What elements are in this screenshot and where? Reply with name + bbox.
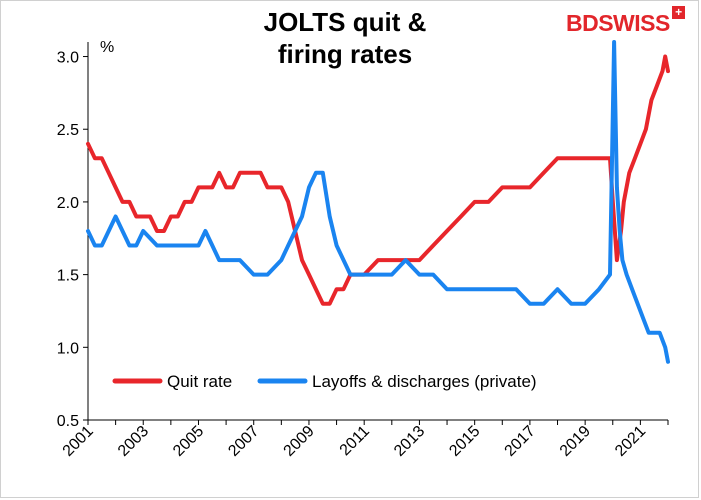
chart-title-line-2: firing rates xyxy=(277,39,413,69)
y-tick-label: 1.0 xyxy=(57,340,79,357)
y-tick-label: 2.5 xyxy=(57,122,79,139)
brand-plus-icon: + xyxy=(671,6,685,19)
series-layer xyxy=(86,40,670,364)
x-tick-label: 2003 xyxy=(115,423,152,460)
x-tick-label: 2013 xyxy=(391,423,428,460)
x-tick-label: 2011 xyxy=(337,423,373,459)
x-tick-label: 2019 xyxy=(557,423,594,460)
chart-title-line-1: JOLTS quit & xyxy=(263,7,427,37)
legend: Quit rate Layoffs & discharges (private) xyxy=(112,372,537,391)
y-tick-label: 0.5 xyxy=(57,413,79,430)
legend-label: Quit rate xyxy=(167,372,232,391)
legend-label: Layoffs & discharges (private) xyxy=(312,372,537,391)
x-tick-label: 2021 xyxy=(612,423,649,460)
x-tick-label: 2009 xyxy=(281,423,318,460)
axes: 0.51.01.52.02.53.0%2001 2003 2005 2007 2009 2… xyxy=(57,39,669,460)
series-line-quit-rate xyxy=(86,54,670,306)
y-tick-label: 3.0 xyxy=(57,50,79,67)
x-tick-label: 2007 xyxy=(225,423,262,460)
x-tick-label: 2005 xyxy=(170,423,207,460)
brand-logo: BDSWISS + xyxy=(566,6,685,37)
chart-title: JOLTS quit & firing rates xyxy=(240,6,450,70)
brand-name: BDSWISS xyxy=(566,10,670,36)
y-tick-label: 2.0 xyxy=(57,195,79,212)
x-tick-label: 2015 xyxy=(446,423,483,460)
x-tick-label: 2017 xyxy=(502,423,539,460)
series-line-layoffs xyxy=(86,40,670,364)
y-unit-label: % xyxy=(100,39,114,56)
y-tick-label: 1.5 xyxy=(57,268,79,285)
